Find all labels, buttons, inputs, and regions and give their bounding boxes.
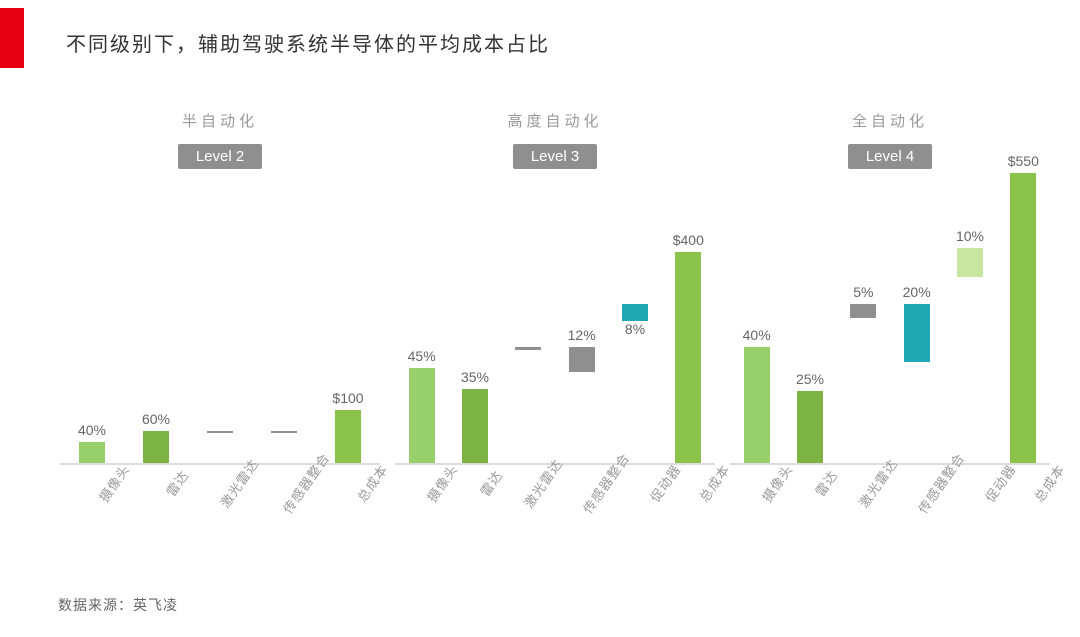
bar-stack: [622, 304, 648, 321]
bar-stack: [569, 347, 595, 372]
bar-stack: [271, 431, 297, 433]
page-title: 不同级别下，辅助驾驶系统半导体的平均成本占比: [66, 28, 550, 57]
bar-slot: 40%: [60, 175, 124, 463]
accent-bar: [0, 8, 24, 68]
plot-area: 40% 60% $100: [60, 175, 380, 465]
bar-segment: [850, 304, 876, 319]
bar-slot: 10%: [943, 175, 996, 463]
value-label: 10%: [956, 228, 984, 244]
bar-stack: [515, 347, 541, 350]
bar-slot: [188, 175, 252, 463]
floating-bar: [207, 427, 233, 433]
bar-slot: 8%: [608, 175, 661, 463]
x-axis-labels: 摄像头雷达激光雷达传感器整合总成本: [60, 467, 380, 504]
charts-container: 半自动化Level 240%60%$100摄像头雷达激光雷达传感器整合总成本高度…: [60, 110, 1050, 520]
bar-slot: $550: [997, 175, 1050, 463]
bar-segment: [904, 304, 930, 362]
chart-panel: 高度自动化 Level 3 45% 35% 12% 8% $400 摄像头雷达激光雷达传感器整…: [395, 110, 715, 520]
bar-stack: [1010, 173, 1036, 463]
value-label: 60%: [142, 411, 170, 427]
panel-title: 全自动化: [852, 110, 928, 134]
bar-slot: 25%: [783, 175, 836, 463]
level-badge: Level 3: [513, 144, 597, 169]
value-label: 5%: [853, 284, 873, 300]
value-label: $550: [1008, 153, 1039, 169]
value-label: 8%: [625, 321, 645, 337]
value-label: 40%: [78, 422, 106, 438]
floating-bar: 5%: [850, 284, 876, 319]
panel-title: 半自动化: [182, 110, 258, 134]
bar-slot: 12%: [555, 175, 608, 463]
floating-bar: 20%: [903, 284, 931, 362]
bar-stack: [904, 304, 930, 362]
bar-segment: [271, 431, 297, 433]
floating-bar: 12%: [568, 327, 596, 372]
value-label: 25%: [796, 371, 824, 387]
bar-stack: [675, 252, 701, 463]
floating-bar: 8%: [622, 304, 648, 341]
data-source: 数据来源：英飞凌: [58, 595, 178, 615]
bar-slot: 60%: [124, 175, 188, 463]
bar-segment: [622, 304, 648, 321]
plot-area: 40% 25% 5% 20% 10% $550: [730, 175, 1050, 465]
bar-slot: 35%: [448, 175, 501, 463]
bar-slot: [502, 175, 555, 463]
bar-segment: [744, 347, 770, 463]
x-axis-labels: 摄像头雷达激光雷达传感器整合促动器总成本: [395, 467, 715, 504]
value-label: 45%: [408, 348, 436, 364]
floating-bar: [515, 343, 541, 350]
plot-area: 45% 35% 12% 8% $400: [395, 175, 715, 465]
bar-slot: [252, 175, 316, 463]
chart-panel: 全自动化 Level 4 40% 25% 5% 20% 10% $550 摄像头雷达激光雷达传感…: [730, 110, 1050, 520]
bar-slot: 40%: [730, 175, 783, 463]
bar-stack: [744, 347, 770, 463]
bar-slot: 45%: [395, 175, 448, 463]
value-label: 20%: [903, 284, 931, 300]
floating-bar: 10%: [956, 228, 984, 277]
bar-segment: [515, 347, 541, 350]
panel-title: 高度自动化: [507, 110, 602, 134]
value-label: $400: [673, 232, 704, 248]
value-label: 35%: [461, 369, 489, 385]
level-badge: Level 2: [178, 144, 262, 169]
value-label: 40%: [743, 327, 771, 343]
bar-slot: $100: [316, 175, 380, 463]
bar-segment: [207, 431, 233, 433]
bar-segment: [1010, 173, 1036, 463]
bar-slot: 5%: [837, 175, 890, 463]
level-badge: Level 4: [848, 144, 932, 169]
chart-panel: 半自动化 Level 2 40% 60% $100 摄像头雷达激光雷达传感器整合总成本: [60, 110, 380, 520]
bar-segment: [569, 347, 595, 372]
x-axis-labels: 摄像头雷达激光雷达传感器整合促动器总成本: [730, 467, 1050, 504]
bar-stack: [850, 304, 876, 319]
value-label: 12%: [568, 327, 596, 343]
bar-slot: 20%: [890, 175, 943, 463]
bar-stack: [207, 431, 233, 433]
floating-bar: [271, 427, 297, 433]
bar-stack: [957, 248, 983, 277]
bar-segment: [675, 252, 701, 463]
value-label: $100: [332, 390, 363, 406]
bar-segment: [957, 248, 983, 277]
bar-slot: $400: [662, 175, 715, 463]
